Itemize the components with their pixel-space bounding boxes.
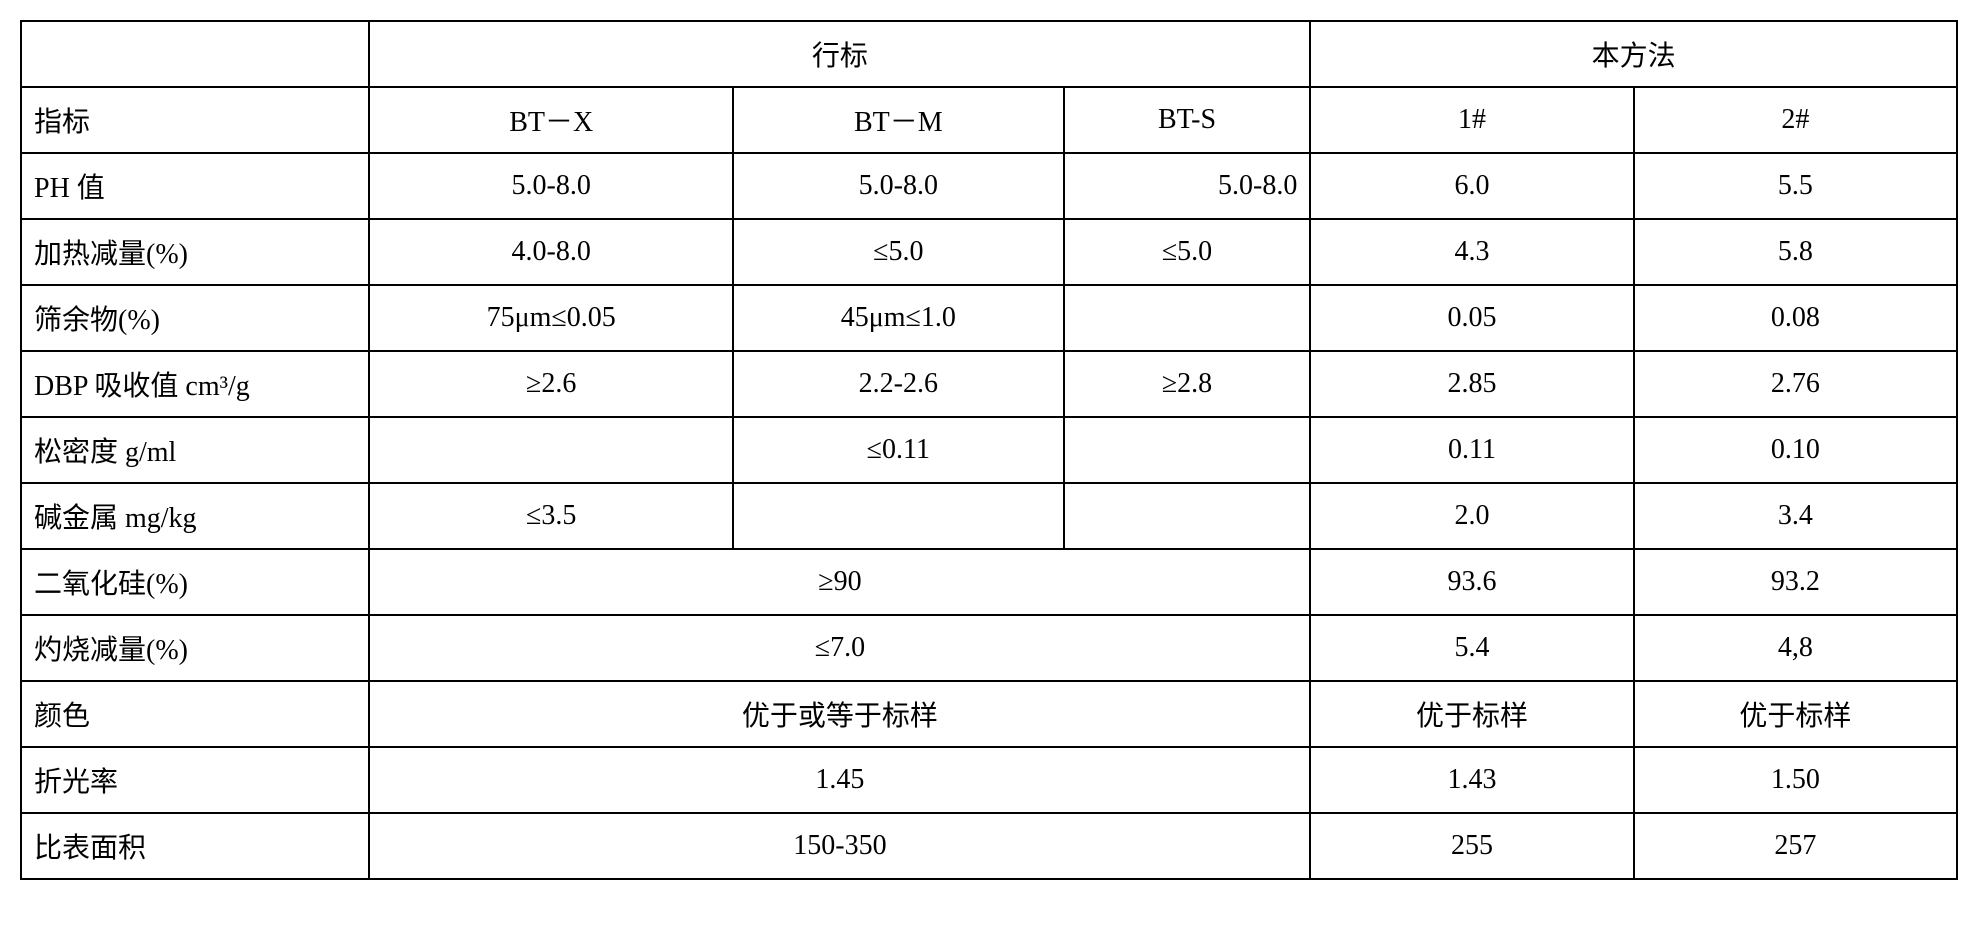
row-cell: 2.76 (1634, 351, 1957, 417)
row-cell: ≥2.8 (1064, 351, 1311, 417)
row-cell-merged: ≤7.0 (369, 615, 1310, 681)
row-cell: 4.3 (1310, 219, 1633, 285)
row-cell: 93.2 (1634, 549, 1957, 615)
row-cell: 5.5 (1634, 153, 1957, 219)
row-cell-merged: ≥90 (369, 549, 1310, 615)
row-label: 筛余物(%) (21, 285, 369, 351)
row-cell: 255 (1310, 813, 1633, 879)
row-cell: 1.43 (1310, 747, 1633, 813)
row-cell: 优于标样 (1310, 681, 1633, 747)
row-label: 二氧化硅(%) (21, 549, 369, 615)
row-cell (369, 417, 732, 483)
row-label: 加热减量(%) (21, 219, 369, 285)
row-cell (1064, 483, 1311, 549)
row-cell: 75μm≤0.05 (369, 285, 732, 351)
header-group-standard: 行标 (369, 21, 1310, 87)
row-cell: 4.0-8.0 (369, 219, 732, 285)
table-row: 比表面积 150-350 255 257 (21, 813, 1957, 879)
row-label: PH 值 (21, 153, 369, 219)
row-label: 颜色 (21, 681, 369, 747)
header-empty-cell (21, 21, 369, 87)
row-cell: ≥2.6 (369, 351, 732, 417)
row-label: 折光率 (21, 747, 369, 813)
table-row: 颜色 优于或等于标样 优于标样 优于标样 (21, 681, 1957, 747)
row-cell: 2.0 (1310, 483, 1633, 549)
row-cell: 3.4 (1634, 483, 1957, 549)
row-cell: 5.0-8.0 (733, 153, 1064, 219)
row-label: 比表面积 (21, 813, 369, 879)
header-col-btx: BT－X (369, 87, 732, 153)
header-group-row: 行标 本方法 (21, 21, 1957, 87)
row-cell: 5.4 (1310, 615, 1633, 681)
row-label: 灼烧减量(%) (21, 615, 369, 681)
row-cell: 优于标样 (1634, 681, 1957, 747)
row-cell: 2.85 (1310, 351, 1633, 417)
row-label: 碱金属 mg/kg (21, 483, 369, 549)
header-col-sample1: 1# (1310, 87, 1633, 153)
table-row: DBP 吸收值 cm³/g ≥2.6 2.2-2.6 ≥2.8 2.85 2.7… (21, 351, 1957, 417)
row-cell: 0.11 (1310, 417, 1633, 483)
table-row: PH 值 5.0-8.0 5.0-8.0 5.0-8.0 6.0 5.5 (21, 153, 1957, 219)
row-cell: 5.0-8.0 (369, 153, 732, 219)
row-cell: 4,8 (1634, 615, 1957, 681)
row-cell: 93.6 (1310, 549, 1633, 615)
row-cell: 2.2-2.6 (733, 351, 1064, 417)
row-cell: 6.0 (1310, 153, 1633, 219)
row-cell: ≤5.0 (733, 219, 1064, 285)
table-row: 加热减量(%) 4.0-8.0 ≤5.0 ≤5.0 4.3 5.8 (21, 219, 1957, 285)
row-cell: ≤0.11 (733, 417, 1064, 483)
row-label: 松密度 g/ml (21, 417, 369, 483)
row-cell-merged: 150-350 (369, 813, 1310, 879)
row-cell (733, 483, 1064, 549)
header-col-indicator: 指标 (21, 87, 369, 153)
specifications-table: 行标 本方法 指标 BT－X BT－M BT-S 1# 2# PH 值 5.0-… (20, 20, 1958, 880)
table-row: 碱金属 mg/kg ≤3.5 2.0 3.4 (21, 483, 1957, 549)
header-columns-row: 指标 BT－X BT－M BT-S 1# 2# (21, 87, 1957, 153)
table-row: 松密度 g/ml ≤0.11 0.11 0.10 (21, 417, 1957, 483)
row-cell: ≤3.5 (369, 483, 732, 549)
row-label: DBP 吸收值 cm³/g (21, 351, 369, 417)
row-cell: 45μm≤1.0 (733, 285, 1064, 351)
row-cell: 1.50 (1634, 747, 1957, 813)
row-cell-merged: 优于或等于标样 (369, 681, 1310, 747)
table-row: 灼烧减量(%) ≤7.0 5.4 4,8 (21, 615, 1957, 681)
table-row: 二氧化硅(%) ≥90 93.6 93.2 (21, 549, 1957, 615)
row-cell: 0.08 (1634, 285, 1957, 351)
row-cell: 257 (1634, 813, 1957, 879)
header-group-method: 本方法 (1310, 21, 1957, 87)
table-row: 筛余物(%) 75μm≤0.05 45μm≤1.0 0.05 0.08 (21, 285, 1957, 351)
row-cell (1064, 417, 1311, 483)
row-cell: 5.0-8.0 (1064, 153, 1311, 219)
row-cell: 5.8 (1634, 219, 1957, 285)
row-cell: ≤5.0 (1064, 219, 1311, 285)
table-row: 折光率 1.45 1.43 1.50 (21, 747, 1957, 813)
row-cell (1064, 285, 1311, 351)
header-col-bts: BT-S (1064, 87, 1311, 153)
row-cell-merged: 1.45 (369, 747, 1310, 813)
header-col-btm: BT－M (733, 87, 1064, 153)
row-cell: 0.10 (1634, 417, 1957, 483)
header-col-sample2: 2# (1634, 87, 1957, 153)
row-cell: 0.05 (1310, 285, 1633, 351)
